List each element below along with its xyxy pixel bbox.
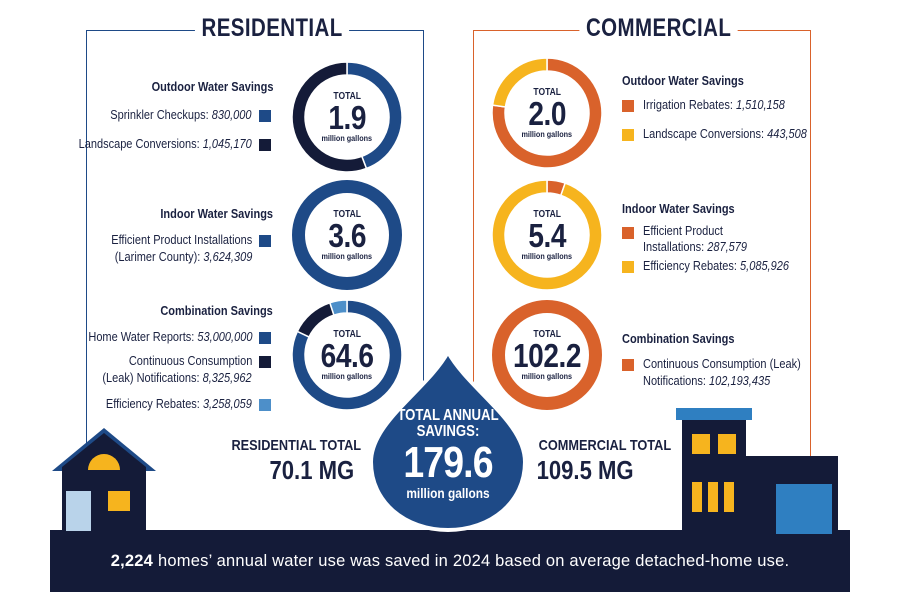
donut-total-value: 102.2 — [512, 336, 582, 374]
com-indoor-donut-svg — [491, 179, 603, 291]
com-outdoor-slice-2 — [491, 57, 548, 108]
commercial-title: COMMERCIAL — [579, 14, 738, 43]
building-icon — [676, 408, 838, 534]
res-combination-donut: TOTAL 64.6 million gallons — [290, 298, 404, 412]
swatch-home-reports — [259, 332, 271, 344]
com-item-leak-2: Notifications: 102,193,435 — [643, 374, 771, 388]
res-indoor-donut: TOTAL 3.6 million gallons — [290, 178, 404, 292]
res-item-landscape: Landscape Conversions: 1,045,170 — [78, 137, 252, 151]
res-outdoor-donut-svg — [291, 61, 403, 173]
com-indoor-slice-2 — [491, 179, 603, 291]
res-outdoor-slice-2 — [291, 61, 368, 173]
residential-total-value: 70.1 MG — [269, 455, 355, 485]
donut-unit: million gallons — [321, 370, 373, 381]
res-item-leak-1: Continuous Consumption — [128, 354, 252, 368]
res-outdoor-donut: TOTAL 1.9 million gallons — [290, 60, 404, 174]
com-item-efficient-1: Efficient Product — [643, 224, 723, 238]
res-combination-donut-svg — [291, 299, 403, 411]
swatch-landscape — [259, 139, 271, 151]
res-combination-title: Combination Savings — [160, 304, 273, 318]
donut-unit: million gallons — [321, 132, 373, 143]
swatch-sprinkler — [259, 110, 271, 122]
com-outdoor-donut-svg — [491, 57, 603, 169]
com-combination-donut: TOTAL 102.2 million gallons — [490, 298, 604, 412]
total-savings-value: 179.6 — [403, 438, 493, 487]
swatch-efficient-installations — [259, 235, 271, 247]
total-savings-label-line1: TOTAL ANNUAL — [397, 407, 499, 424]
swatch-irrigation-rebates — [622, 100, 634, 112]
footer-banner: 2,224 homes’ annual water use was saved i… — [50, 530, 850, 592]
com-combination-title: Combination Savings — [622, 332, 735, 346]
com-indoor-donut: TOTAL 5.4 million gallons — [490, 178, 604, 292]
donut-total-value: 64.6 — [320, 336, 374, 374]
res-item-sprinkler: Sprinkler Checkups: 830,000 — [110, 108, 252, 122]
total-savings-unit: million gallons — [406, 485, 490, 501]
res-indoor-donut-svg — [292, 180, 402, 290]
com-item-efficiency-rebates: Efficiency Rebates: 5,085,926 — [643, 259, 789, 273]
water-drop-icon — [369, 350, 527, 532]
swatch-com-efficient-product — [622, 227, 634, 239]
com-outdoor-slice-1 — [491, 57, 603, 169]
com-item-efficient-2: Installations: 287,579 — [643, 240, 747, 254]
donut-total-label: TOTAL — [333, 208, 361, 220]
com-combination-donut-svg — [492, 300, 602, 410]
donut-unit: million gallons — [521, 128, 573, 139]
res-combination-slice-3 — [328, 299, 348, 317]
swatch-com-leak — [622, 359, 634, 371]
swatch-com-landscape — [622, 129, 634, 141]
com-item-leak-1: Continuous Consumption (Leak) — [643, 357, 801, 371]
donut-unit: million gallons — [521, 370, 573, 381]
house-icon — [52, 428, 156, 531]
res-item-efficient-1: Efficient Product Installations — [110, 233, 252, 247]
homes-count: 2,224 — [110, 551, 154, 570]
donut-total-label: TOTAL — [533, 208, 561, 220]
footer-sentence: homes’ annual water use was saved in 202… — [158, 551, 790, 570]
commercial-total-label: COMMERCIAL TOTAL — [538, 437, 672, 454]
donut-total-value: 2.0 — [528, 94, 566, 132]
res-item-efficient-2: (Larimer County): 3,624,309 — [114, 250, 252, 264]
donut-total-value: 1.9 — [328, 98, 366, 136]
donut-total-label: TOTAL — [333, 90, 361, 102]
res-outdoor-title: Outdoor Water Savings — [151, 80, 273, 94]
footer-text: 2,224 homes’ annual water use was saved i… — [50, 530, 850, 592]
donut-total-label: TOTAL — [333, 328, 361, 340]
donut-total-value: 5.4 — [528, 216, 566, 254]
res-indoor-title: Indoor Water Savings — [160, 207, 273, 221]
res-indoor-slice-1 — [292, 180, 402, 290]
donut-total-value: 3.6 — [328, 216, 366, 254]
com-item-irrigation: Irrigation Rebates: 1,510,158 — [643, 98, 785, 112]
res-combination-slice-1 — [291, 299, 403, 411]
donut-total-label: TOTAL — [533, 328, 561, 340]
com-outdoor-donut: TOTAL 2.0 million gallons — [490, 56, 604, 170]
swatch-efficiency-rebates — [259, 399, 271, 411]
com-item-landscape: Landscape Conversions: 443,508 — [643, 127, 807, 141]
res-item-home-reports: Home Water Reports: 53,000,000 — [87, 330, 252, 344]
com-combination-slice-1 — [492, 300, 602, 410]
commercial-total-value: 109.5 MG — [536, 455, 634, 485]
residential-total-label: RESIDENTIAL TOTAL — [231, 437, 362, 454]
donut-unit: million gallons — [521, 250, 573, 261]
total-savings-label-line2: SAVINGS: — [416, 423, 480, 440]
res-item-leak-2: (Leak) Notifications: 8,325,962 — [102, 371, 252, 385]
total-savings-label: TOTAL ANNUAL SAVINGS: — [388, 408, 509, 440]
total-savings: TOTAL ANNUAL SAVINGS: 179.6 million gallo… — [377, 408, 519, 501]
swatch-leak-notifications — [259, 356, 271, 368]
residential-title: RESIDENTIAL — [194, 14, 350, 43]
com-outdoor-title: Outdoor Water Savings — [622, 74, 744, 88]
donut-unit: million gallons — [321, 250, 373, 261]
com-indoor-title: Indoor Water Savings — [622, 202, 735, 216]
swatch-com-efficiency-rebates — [622, 261, 634, 273]
donut-total-label: TOTAL — [533, 86, 561, 98]
res-item-efficiency-rebates: Efficiency Rebates: 3,258,059 — [106, 397, 252, 411]
